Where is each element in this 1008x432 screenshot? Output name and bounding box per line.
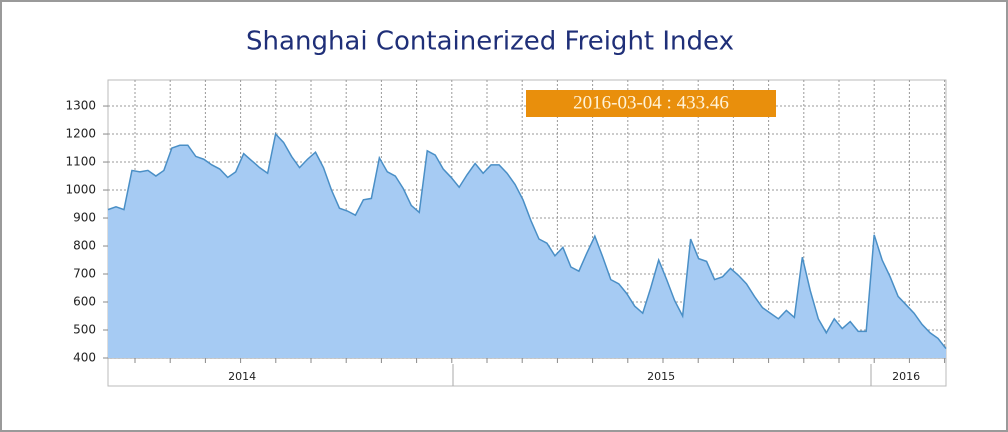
y-tick-label: 400 — [73, 351, 96, 365]
y-tick-label: 1000 — [65, 183, 96, 197]
area — [108, 134, 946, 358]
annotation-box — [526, 90, 776, 117]
x-tick-label: 2015 — [647, 370, 675, 383]
y-tick-label: 1300 — [65, 99, 96, 113]
x-tick-label: 2016 — [892, 370, 920, 383]
y-tick-label: 800 — [73, 239, 96, 253]
x-tick-label: 2014 — [228, 370, 256, 383]
plot: 400 500 600 700 800 900 1000 1100 1200 1300 2014 20… — [65, 99, 947, 383]
y-tick-label: 1200 — [65, 127, 96, 141]
y-tick-label: 600 — [73, 295, 96, 309]
line — [107, 132, 947, 350]
chart-title: Shanghai Containerized Freight Index — [246, 27, 734, 57]
vertical-grid — [134, 80, 946, 363]
y-tick-label: 500 — [73, 323, 96, 337]
y-tick-label: 1100 — [65, 155, 96, 169]
y-tick-label: 900 — [73, 211, 96, 225]
annotation: 2016-03-04 : 433.46 — [573, 92, 729, 113]
y-tick-label: 700 — [73, 267, 96, 281]
